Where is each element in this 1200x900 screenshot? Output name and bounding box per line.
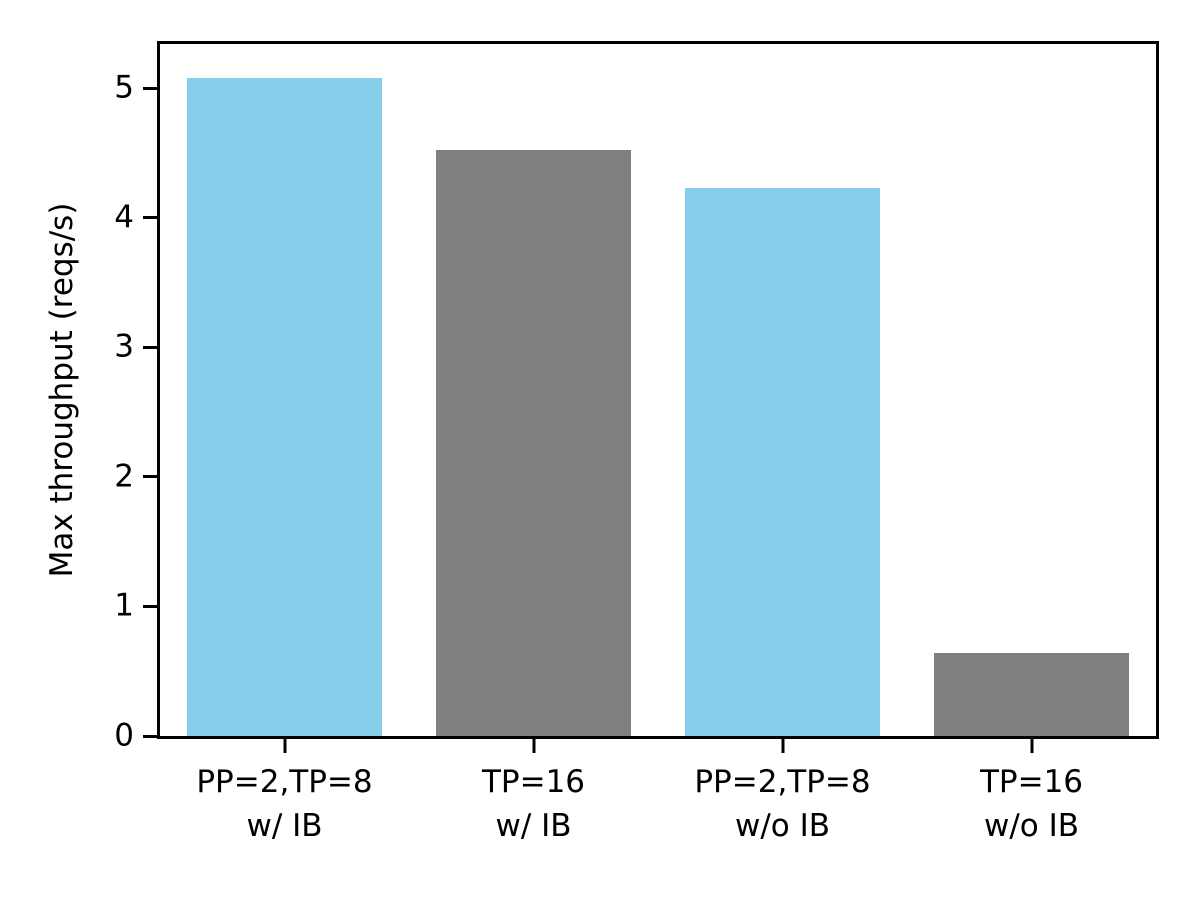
x-tick-label: PP=2,TP=8 w/o IB — [694, 764, 871, 845]
x-tick-mark — [532, 739, 535, 753]
y-tick-label: 4 — [114, 199, 134, 236]
bar — [934, 653, 1129, 736]
x-tick-label: TP=16 w/o IB — [979, 764, 1084, 845]
y-tick-label: 0 — [114, 717, 134, 754]
y-tick-mark — [143, 86, 157, 90]
y-tick-mark — [143, 604, 157, 608]
y-tick-label: 2 — [114, 458, 134, 495]
y-tick-mark — [143, 734, 157, 738]
x-tick-label: TP=16 w/ IB — [481, 764, 586, 845]
plot-area: 0 1 2 3 4 5 PP=2,TP=8 w/ IB TP=16 w/ IB PP=2,TP=… — [114, 41, 1159, 844]
y-tick-label: 1 — [114, 587, 134, 624]
bar — [436, 150, 631, 736]
y-axis-label: Max throughput (reqs/s) — [44, 202, 80, 578]
y-tick-label: 3 — [114, 328, 134, 365]
x-tick-mark — [283, 739, 286, 753]
y-tick-label: 5 — [114, 69, 134, 106]
y-tick-mark — [143, 475, 157, 479]
y-tick-mark — [143, 216, 157, 220]
x-tick-mark — [781, 739, 784, 753]
bar — [187, 77, 382, 736]
y-tick-mark — [143, 345, 157, 349]
bar — [685, 187, 880, 736]
x-tick-mark — [1030, 739, 1033, 753]
x-tick-label: PP=2,TP=8 w/ IB — [196, 764, 373, 845]
